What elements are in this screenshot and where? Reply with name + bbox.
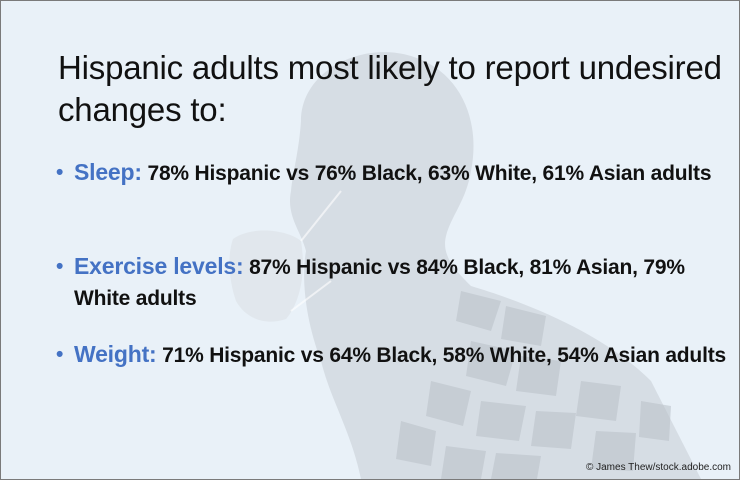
bullet-item-weight: • Weight: 71% Hispanic vs 64% Black, 58% …: [56, 339, 734, 371]
bullet-term: Sleep:: [74, 159, 142, 185]
bullet-term: Weight:: [74, 341, 157, 367]
bullet-item-exercise-levels: • Exercise levels: 87% Hispanic vs 84% Bl…: [56, 251, 734, 314]
bullet-dot: •: [56, 255, 64, 278]
bullet-item-sleep: • Sleep: 78% Hispanic vs 76% Black, 63% W…: [56, 157, 734, 189]
bullet-dot: •: [56, 161, 64, 184]
image-credit: © James Thew/stock.adobe.com: [585, 462, 731, 473]
bullet-text: 71% Hispanic vs 64% Black, 58% White, 54…: [162, 344, 726, 367]
bullet-dot: •: [56, 343, 64, 366]
bullet-term: Exercise levels:: [74, 253, 244, 279]
slide-title: Hispanic adults most likely to report un…: [58, 49, 722, 128]
bullet-text: 78% Hispanic vs 76% Black, 63% White, 61…: [147, 162, 712, 185]
bullet-text: 87% Hispanic vs 84% Black, 81% Asian, 79…: [74, 256, 685, 310]
